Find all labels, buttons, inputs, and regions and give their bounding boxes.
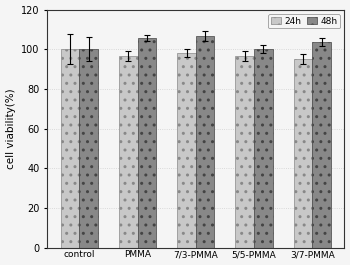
Bar [61,49,79,248]
Bar [79,49,98,248]
Bar [294,59,312,248]
Bar [196,36,215,248]
Y-axis label: cell viability(%): cell viability(%) [6,88,15,169]
Bar [254,49,273,248]
Bar [177,53,196,248]
Legend: 24h, 48h: 24h, 48h [268,14,340,28]
Bar [138,38,156,248]
Bar [119,56,138,248]
Bar [236,56,254,248]
Bar [312,42,331,248]
